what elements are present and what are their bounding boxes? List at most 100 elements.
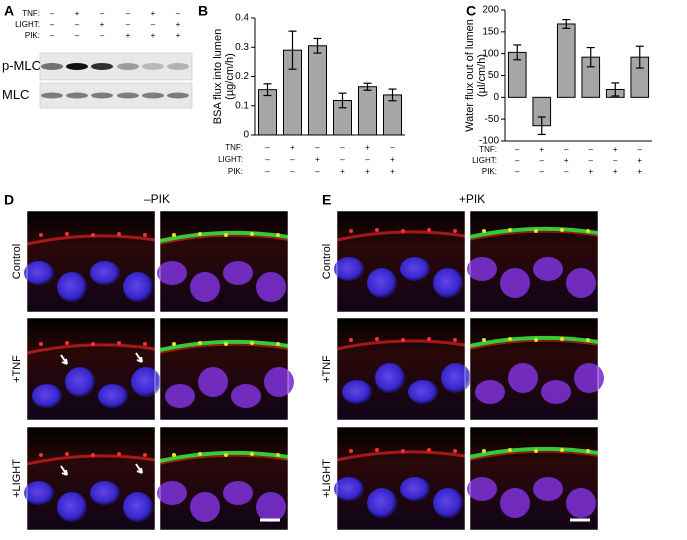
nucleus: [334, 257, 364, 281]
image-frame: [159, 426, 289, 531]
treatment-sign: +: [176, 31, 181, 40]
treatment-sign: –: [540, 167, 545, 176]
panel-label: B: [198, 3, 208, 19]
panel-title: +PIK: [459, 192, 485, 206]
membrane-red: [159, 344, 289, 354]
nucleus: [408, 380, 438, 404]
treatment-sign: –: [589, 156, 594, 165]
red-dot: [375, 228, 379, 232]
nucleus: [65, 367, 95, 397]
treatment-sign: +: [613, 145, 618, 154]
bar: [358, 86, 377, 136]
nucleus: [433, 268, 463, 298]
nucleus: [57, 272, 87, 302]
nucleus: [475, 380, 505, 404]
error-bar: [537, 116, 546, 136]
y-axis-label: Water flux out of lumen: [464, 19, 476, 132]
red-dot: [250, 232, 254, 236]
treatment-sign: +: [290, 143, 295, 152]
treatment-sign: –: [515, 167, 520, 176]
treatment-sign: –: [638, 145, 643, 154]
treatment-label: LIGHT:: [218, 155, 243, 164]
red-dot: [349, 338, 353, 342]
error-bar: [288, 30, 297, 70]
red-dot: [143, 342, 147, 346]
treatment-sign: +: [151, 9, 156, 18]
red-dot: [39, 233, 43, 237]
y-tick-label: 200: [482, 5, 499, 16]
red-dot: [453, 229, 457, 233]
micrograph: [469, 317, 604, 421]
treatment-sign: –: [564, 145, 569, 154]
image-frame: [159, 210, 289, 313]
red-dot: [349, 449, 353, 453]
treatment-sign: +: [126, 31, 131, 40]
micrograph: [24, 426, 156, 531]
red-dot: [143, 453, 147, 457]
nucleus: [123, 492, 153, 522]
nucleus: [223, 261, 253, 285]
treatment-sign: –: [265, 155, 270, 164]
y-tick-label: 150: [482, 26, 499, 37]
error-bar: [635, 45, 644, 69]
nucleus: [400, 257, 430, 281]
nucleus: [441, 363, 471, 393]
blot-band: [117, 92, 139, 99]
red-dot: [401, 338, 405, 342]
red-dot: [65, 452, 69, 456]
treatment-label: TNF:: [225, 143, 243, 152]
treatment-sign: –: [50, 20, 55, 29]
treatment-sign: +: [75, 9, 80, 18]
row-label: +TNF: [11, 355, 23, 383]
red-dot: [482, 229, 486, 233]
membrane-red: [159, 235, 289, 245]
treatment-sign: +: [613, 167, 618, 176]
nucleus: [198, 367, 228, 397]
treatment-sign: –: [126, 9, 131, 18]
red-dot: [534, 229, 538, 233]
red-dot: [91, 233, 95, 237]
treatment-sign: –: [540, 156, 545, 165]
treatment-sign: –: [100, 9, 105, 18]
row-label: Control: [11, 244, 23, 279]
nucleus: [334, 477, 364, 501]
treatment-sign: +: [176, 20, 181, 29]
y-tick-label: 50: [488, 70, 500, 81]
treatment-sign: +: [564, 156, 569, 165]
nucleus: [467, 257, 497, 281]
nucleus: [400, 477, 430, 501]
membrane-red: [336, 450, 466, 462]
blot-band: [66, 92, 88, 99]
red-dot: [172, 342, 176, 346]
y-tick-label: 0.1: [235, 100, 249, 111]
red-dot: [586, 449, 590, 453]
treatment-label: TNF:: [22, 9, 40, 18]
treatment-sign: +: [390, 155, 395, 164]
membrane-red: [26, 343, 156, 355]
treatment-sign: –: [390, 143, 395, 152]
red-dot: [39, 453, 43, 457]
nucleus: [367, 488, 397, 518]
membrane-red: [26, 234, 156, 246]
red-dot: [427, 228, 431, 232]
membrane-red: [336, 230, 466, 242]
image-frame: [336, 317, 466, 421]
nucleus: [223, 481, 253, 505]
red-dot: [508, 337, 512, 341]
image-frame: [26, 426, 156, 531]
red-dot: [65, 232, 69, 236]
blot-band: [167, 92, 189, 99]
nucleus: [131, 367, 161, 397]
red-dot: [482, 338, 486, 342]
blot-band: [117, 63, 139, 70]
error-bar: [263, 83, 272, 97]
micrograph: [159, 317, 294, 421]
red-dot: [560, 337, 564, 341]
y-tick-label: 0.3: [235, 42, 249, 53]
red-dot: [534, 449, 538, 453]
treatment-sign: –: [290, 167, 295, 176]
membrane-green: [469, 335, 599, 348]
error-bar: [363, 82, 372, 91]
error-bar: [313, 37, 322, 54]
panel-label: E: [322, 192, 331, 208]
